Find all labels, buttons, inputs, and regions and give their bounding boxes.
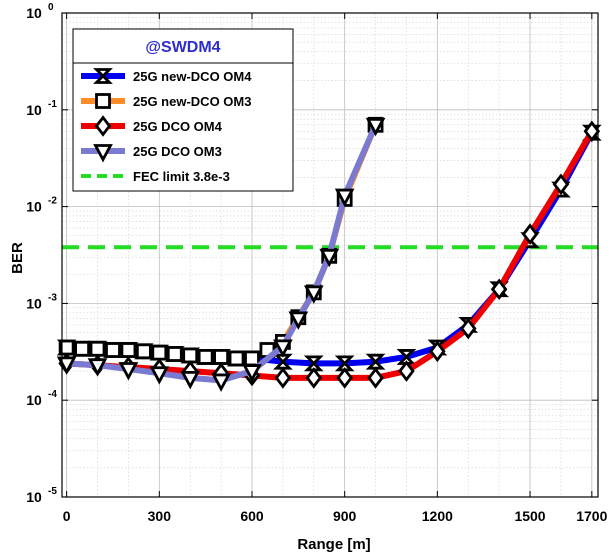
data-point [94,115,112,137]
x-tick-label: 600 [240,508,264,524]
data-point [319,248,340,268]
legend-label: 25G DCO OM4 [133,119,223,134]
data-point [228,350,245,367]
y-tick-label-exponent: 0 [48,2,54,13]
data-point [490,278,508,301]
data-point [56,356,77,375]
data-point [166,346,183,362]
data-point [182,347,199,364]
data-point [135,343,152,360]
legend-label: FEC limit 3.8e-3 [133,169,230,184]
data-point [87,358,108,377]
y-tick-label-exponent: -4 [48,389,57,400]
data-point [334,188,355,208]
legend-title-box [72,28,294,64]
legend-label: 25G DCO OM3 [133,144,222,159]
data-point [273,353,293,370]
data-point [95,93,111,109]
data-point [93,68,113,84]
annotation-text: @SWDM4 [145,39,220,56]
data-point [459,317,477,340]
data-point [149,366,170,385]
x-tick-label: 1200 [422,508,453,524]
data-point [274,367,292,389]
data-point [303,355,324,372]
y-tick-label: 10 [26,199,42,215]
data-point [197,349,214,365]
x-tick-label: 1700 [576,508,607,524]
x-tick-label: 300 [148,508,172,524]
data-point [288,311,309,330]
x-tick-label: 1500 [514,508,545,524]
data-point [303,285,324,304]
data-point [118,362,139,381]
legend-label: 25G new-DCO OM3 [133,94,251,109]
data-point [365,353,386,370]
data-point [334,355,355,372]
axes-frame [61,12,599,498]
y-tick-label: 10 [26,102,42,118]
data-point [105,342,121,358]
legend-label: 25G new-DCO OM4 [133,69,252,84]
data-point [211,373,231,392]
data-point [396,349,417,365]
y-tick-label-exponent: -2 [48,196,57,207]
y-tick-label: 10 [26,295,42,311]
data-point [242,364,262,383]
data-point [521,223,539,245]
data-point [365,117,386,137]
data-point [180,370,201,390]
y-tick-label-exponent: -3 [48,292,57,303]
data-point [583,120,601,143]
y-tick-label-exponent: -5 [48,486,57,497]
legend: @SWDM4 25G new-DCO OM4 25G new-DCO OM3 25G … [72,28,294,192]
data-point [429,340,446,363]
data-point [93,144,113,163]
y-tick-label: 10 [26,5,42,21]
y-tick-label: 10 [26,392,42,408]
series-layer [56,116,602,392]
data-point [305,367,323,389]
y-tick-label-exponent: -1 [48,99,57,110]
x-axis-label: Range [m] [297,536,370,553]
x-tick-label: 0 [63,508,71,524]
data-point [398,360,415,382]
data-point [74,340,90,357]
data-point [89,340,106,357]
data-point [552,173,570,196]
data-point [244,350,260,367]
tick-labels: 0 300 600 900 1200 1500 1700 10 -5 10 -4 10 -3 10 -2 10… [26,2,607,524]
data-point [367,367,384,389]
x-tick-label: 900 [333,508,357,524]
plot-border [61,12,599,498]
data-point [336,367,353,389]
y-tick-label: 10 [26,489,42,505]
data-point [120,342,137,358]
series-3 [56,117,386,392]
data-point [213,349,230,365]
y-axis-label: BER [9,242,26,274]
data-point [273,339,293,358]
data-point [151,344,168,361]
